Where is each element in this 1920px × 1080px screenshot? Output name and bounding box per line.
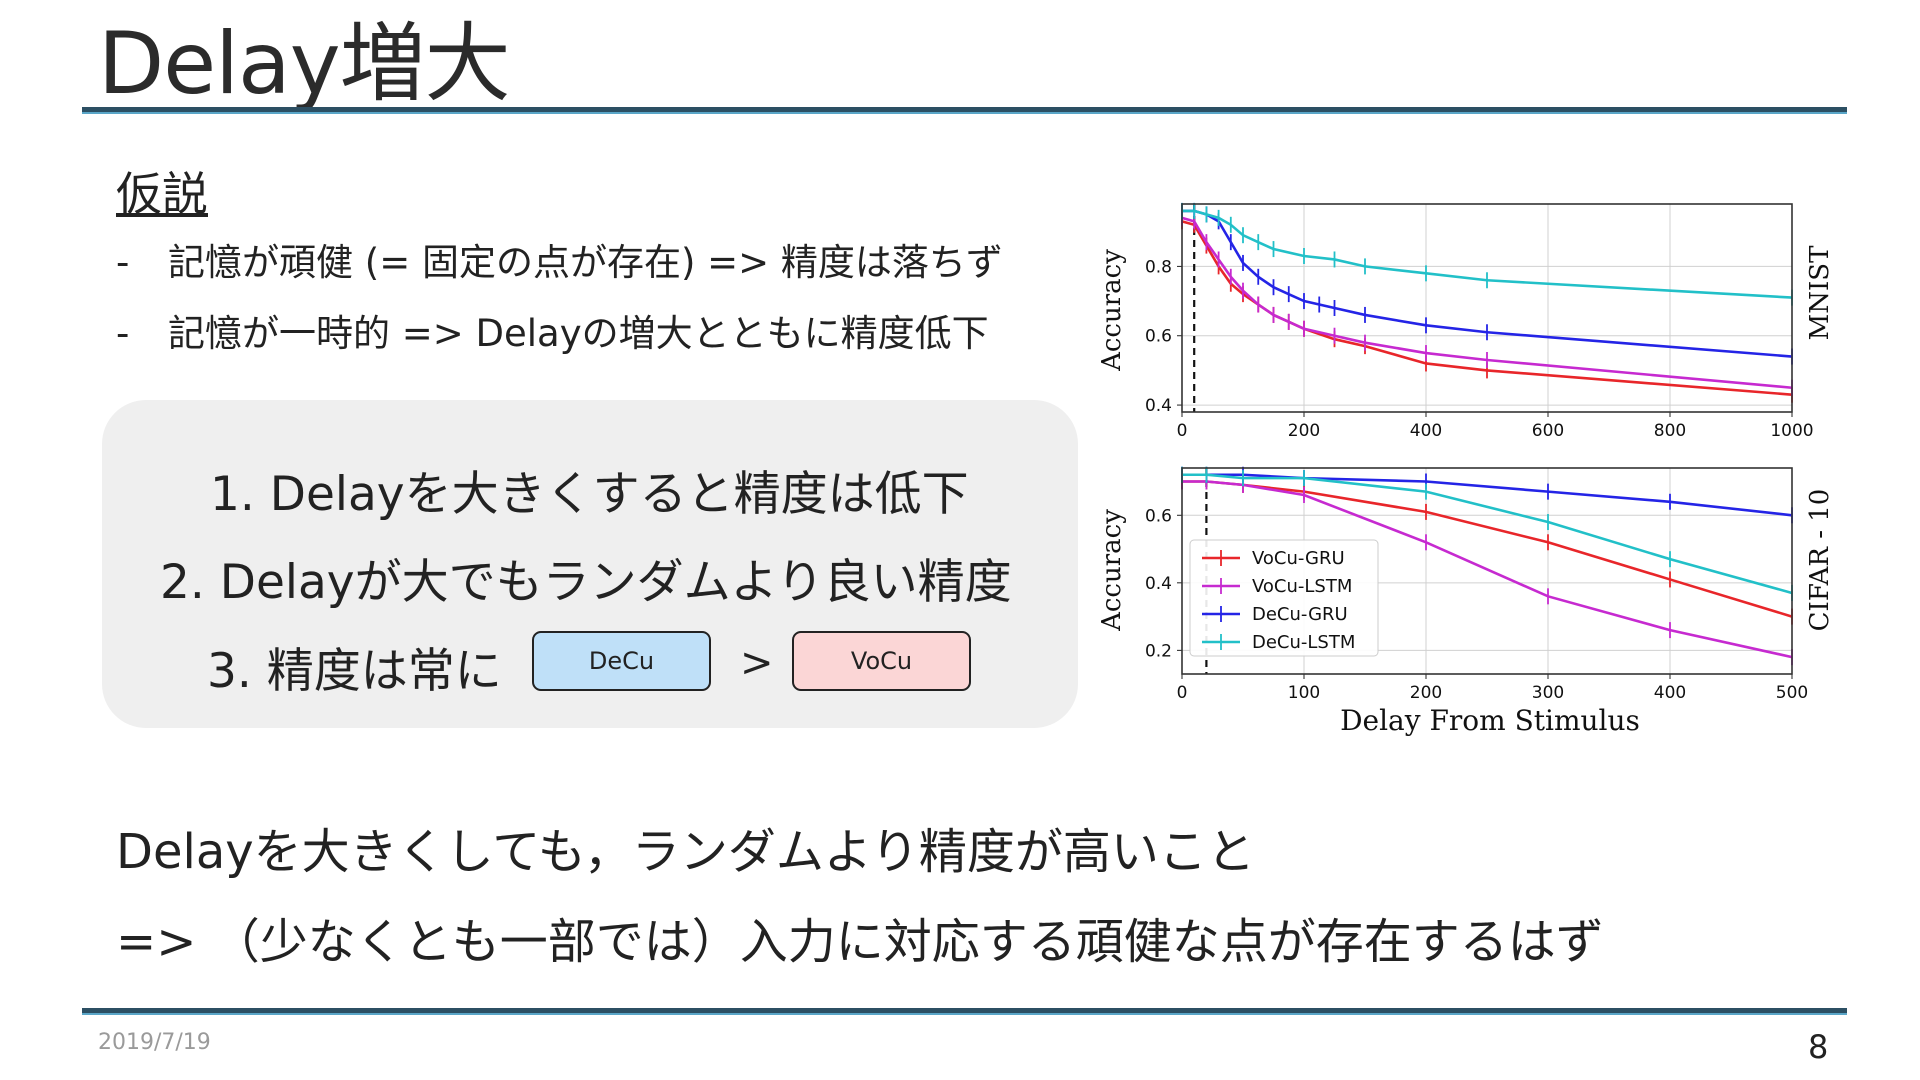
title-divider [82,107,1847,114]
cifar-x-tick-label: 100 [1288,683,1320,703]
mnist-x-tick-label: 600 [1532,421,1564,441]
mnist-x-tick-label: 1000 [1770,421,1813,441]
mnist-x-tick-label: 800 [1654,421,1686,441]
footer-divider [82,1008,1847,1015]
hypothesis-bullet: - 記憶が一時的 => Delayの増大とともに精度低下 [116,303,989,357]
cifar-x-tick-label: 500 [1776,683,1808,703]
mnist-y-tick-label: 0.4 [1145,396,1172,416]
cifar-title: CIFAR - 10 [1805,489,1830,632]
cifar-chart: CIFAR - 10 Accuracy Delay From Stimulus … [1097,466,1830,737]
hypothesis-heading: 仮説 [116,167,208,221]
cifar-ylabel: Accuracy [1097,509,1127,632]
mnist-y-tick-label: 0.6 [1145,327,1172,347]
cifar-series-line [1182,473,1793,595]
finding-2: 2. Delayが大でもランダムより良い精度 [160,555,1012,610]
vocu-tag: VoCu [792,631,971,691]
slide-title: Delay増大 [98,14,511,114]
legend-label: VoCu-GRU [1252,548,1345,569]
cifar-y-tick-label: 0.6 [1145,506,1172,526]
mnist-x-tick-label: 200 [1288,421,1320,441]
mnist-plot-frame [1181,203,1793,413]
bullet-text: 記憶が頑健 (= 固定の点が存在) => 精度は落ちず [168,241,1003,284]
cifar-series-line [1182,473,1793,517]
mnist-x-tick-label: 400 [1410,421,1442,441]
slide-date: 2019/7/19 [98,1030,211,1055]
finding-1: 1. Delayを大きくすると精度は低下 [210,467,969,522]
accuracy-charts: MNIST Accuracy 0 200 400 600 800 10000.40.60.… [1097,202,1830,737]
decu-tag: DeCu [532,631,711,691]
bullet-dash: - [116,312,130,355]
conclusion-line-2: => （少なくとも一部では）入力に対応する頑健な点が存在するはず [116,914,1604,970]
mnist-title: MNIST [1805,245,1830,340]
mnist-x-tick-label: 0 [1177,421,1188,441]
cifar-xlabel: Delay From Stimulus [1340,704,1640,737]
bullet-text: 記憶が一時的 => Delayの増大とともに精度低下 [168,312,989,355]
legend-box [1189,539,1379,657]
cifar-x-tick-label: 0 [1177,683,1188,703]
legend-label: DeCu-LSTM [1252,632,1355,653]
mnist-chart: MNIST Accuracy 0 200 400 600 800 1000 0.4 0.6 0.… [1097,202,1830,441]
cifar-y-tick-label: 0.2 [1145,641,1172,661]
legend-label: VoCu-LSTM [1252,576,1352,597]
cifar-x-tick-label: 200 [1410,683,1442,703]
cifar-series-line [1182,480,1793,659]
mnist-y-tick-label: 0.8 [1145,257,1172,277]
cifar-x-tick-label: 400 [1654,683,1686,703]
finding-3: 3. 精度は常に [207,644,502,699]
hypothesis-bullet: - 記憶が頑健 (= 固定の点が存在) => 精度は落ちず [116,232,1003,286]
mnist-ylabel: Accuracy [1097,249,1127,372]
greater-than-symbol: > [740,640,774,686]
page-number: 8 [1808,1028,1829,1066]
cifar-y-tick-label: 0.4 [1145,574,1172,594]
cifar-plot-frame [1181,467,1793,675]
conclusion-line-1: Delayを大きくしても，ランダムより精度が高いこと [116,824,1255,880]
cifar-x-tick-label: 300 [1532,683,1564,703]
bullet-dash: - [116,241,130,284]
mnist-series-line [1182,209,1793,358]
legend-label: DeCu-GRU [1252,604,1348,625]
mnist-series-line [1182,209,1793,299]
